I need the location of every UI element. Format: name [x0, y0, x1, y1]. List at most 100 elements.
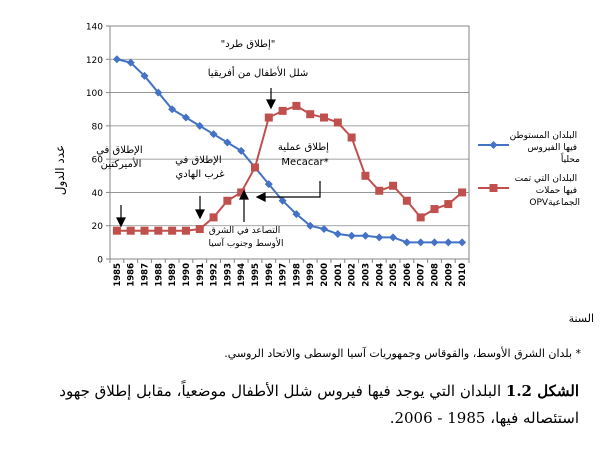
data-point-campaigns: [361, 171, 370, 180]
annotation-americas: الإطلاق في الأميركتين: [96, 145, 146, 170]
arrow-mecacar: [261, 181, 321, 198]
x-tick-label: 2003: [361, 263, 371, 287]
legend-label-campaigns: البلدان التي تمت فيها حملات OPVالجماعية: [515, 174, 580, 208]
data-point-campaigns: [195, 225, 204, 234]
data-point-endemic: [112, 55, 121, 64]
data-point-campaigns: [375, 186, 384, 195]
data-point-endemic: [320, 225, 329, 234]
x-tick-label: 2009: [444, 263, 454, 287]
x-tick-label: 2006: [403, 263, 413, 287]
data-point-endemic: [278, 196, 287, 205]
data-point-endemic: [361, 231, 370, 240]
x-tick-label: 1987: [141, 263, 151, 287]
data-point-endemic: [416, 238, 425, 247]
data-point-campaigns: [458, 188, 467, 197]
y-tick-label: 40: [92, 189, 104, 199]
data-point-campaigns: [430, 205, 439, 214]
y-axis-ticks: 0 20 40 60 80 100 120 140: [86, 23, 110, 266]
data-point-campaigns: [140, 226, 149, 235]
annotation-arrows: [116, 88, 321, 228]
data-point-endemic: [181, 113, 190, 122]
y-tick-label: 100: [86, 89, 103, 99]
x-tick-label: 1997: [279, 263, 289, 287]
data-point-campaigns: [278, 106, 287, 115]
data-point-endemic: [375, 233, 384, 242]
data-point-endemic: [237, 146, 246, 155]
x-tick-label: 2005: [389, 263, 399, 287]
annotation-escalation: التصاعد في الشرق الأوسط وجنوب آسيا: [208, 226, 283, 249]
data-point-endemic: [333, 230, 342, 239]
x-tick-label: 2000: [320, 263, 330, 287]
data-point-endemic: [444, 238, 453, 247]
y-tick-label: 60: [92, 156, 104, 166]
series-layer: [112, 55, 467, 247]
grid-lines: [110, 58, 469, 227]
x-tick-label: 1990: [182, 263, 192, 287]
data-point-campaigns: [181, 226, 190, 235]
data-point-campaigns: [154, 226, 163, 235]
data-point-endemic: [223, 138, 232, 147]
legend-item-campaigns: البلدان التي تمت فيها حملات OPVالجماعية: [478, 174, 580, 208]
footnote: * بلدان الشرق الأوسط، والقوقاس وجمهوريات…: [224, 347, 581, 360]
data-point-endemic: [402, 238, 411, 247]
annotation-western-pacific: الإطلاق في غرب الهادي: [175, 155, 225, 180]
data-point-campaigns: [250, 163, 259, 172]
data-point-endemic: [306, 221, 315, 230]
data-point-campaigns: [333, 118, 342, 127]
y-tick-label: 20: [92, 222, 104, 232]
data-point-endemic: [209, 130, 218, 139]
data-point-endemic: [140, 71, 149, 80]
x-tick-label: 1989: [168, 263, 178, 287]
data-point-endemic: [292, 210, 301, 219]
annotation-africa: شلل الأطفال من أفريقيا: [208, 66, 309, 79]
data-point-endemic: [126, 58, 135, 67]
x-tick-label: 1992: [210, 263, 220, 287]
data-point-campaigns: [168, 226, 177, 235]
data-point-campaigns: [306, 110, 315, 119]
x-tick-label: 2001: [334, 263, 344, 287]
data-point-campaigns: [416, 213, 425, 222]
y-tick-label: 0: [97, 256, 103, 266]
annotation-mecacar: إطلاق عملية Mecacar*: [278, 142, 332, 168]
x-tick-label: 1995: [251, 263, 261, 287]
caption-label: الشكل 1.2: [505, 382, 579, 400]
caption-text: البلدان التي يوجد فيها فيروس شلل الأطفال…: [59, 382, 579, 427]
data-point-campaigns: [264, 113, 273, 122]
x-tick-label: 2004: [375, 263, 385, 287]
data-point-campaigns: [444, 200, 453, 209]
data-point-campaigns: [209, 213, 218, 222]
y-tick-label: 120: [86, 56, 103, 66]
data-point-campaigns: [389, 181, 398, 190]
data-point-endemic: [264, 180, 273, 189]
x-tick-label: 1991: [196, 263, 206, 287]
x-tick-label: 1999: [306, 263, 316, 287]
data-point-endemic: [458, 238, 467, 247]
data-point-campaigns: [292, 101, 301, 110]
annotation-kick-launch: "إطلاق طرد": [221, 39, 276, 50]
x-tick-label: 1994: [237, 263, 247, 287]
data-point-campaigns: [402, 196, 411, 205]
data-point-campaigns: [347, 133, 356, 142]
x-tick-label: 1996: [265, 263, 275, 287]
data-point-campaigns: [237, 188, 246, 197]
x-tick-label: 2007: [417, 263, 427, 287]
data-point-endemic: [154, 88, 163, 97]
x-axis-ticks: 1985 1986 1987 1988 1989 1990 1991 1992 1993 1994…: [109, 259, 470, 287]
legend-item-endemic: البلدان المستوطن فيها الفيروس محلياً: [478, 131, 580, 165]
y-tick-label: 140: [86, 23, 103, 33]
x-tick-label: 1988: [154, 263, 164, 287]
data-point-endemic: [430, 238, 439, 247]
x-tick-label: 1998: [292, 263, 302, 287]
x-tick-label: 2008: [430, 263, 440, 287]
data-point-endemic: [168, 105, 177, 114]
legend-label-endemic: البلدان المستوطن فيها الفيروس محلياً: [510, 131, 581, 165]
x-tick-label: 2010: [458, 263, 468, 287]
x-tick-label: 1986: [127, 263, 137, 287]
x-axis-title: السنة: [569, 312, 594, 325]
data-point-campaigns: [112, 226, 121, 235]
data-point-campaigns: [320, 113, 329, 122]
legend: البلدان المستوطن فيها الفيروس محلياً الب…: [478, 131, 580, 208]
data-point-campaigns: [126, 226, 135, 235]
x-tick-label: 1985: [113, 263, 123, 287]
